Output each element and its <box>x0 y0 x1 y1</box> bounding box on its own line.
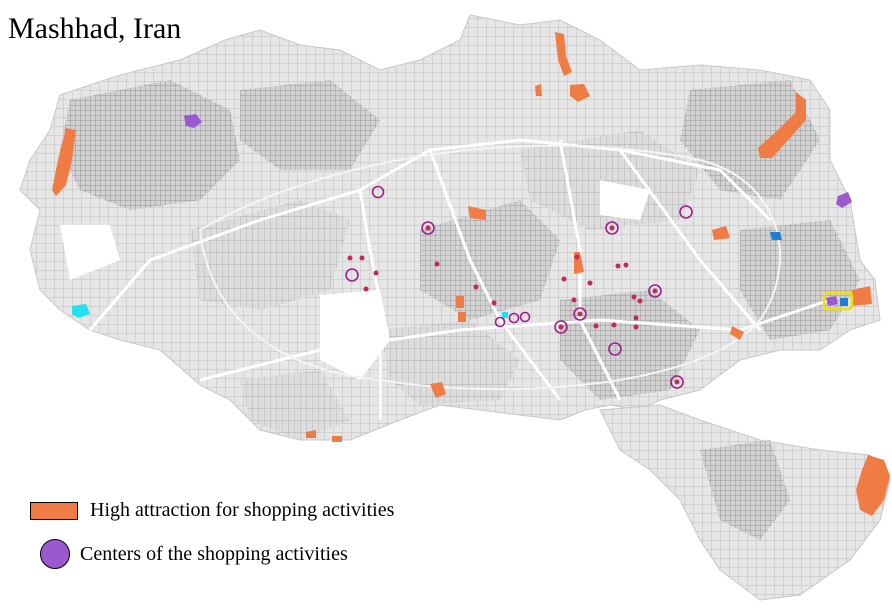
high-attraction-area <box>306 430 316 438</box>
high-attraction-area <box>555 32 572 76</box>
high-attraction-area <box>332 436 342 442</box>
center-point <box>633 315 639 321</box>
center-point <box>363 286 369 292</box>
center-point <box>623 262 629 268</box>
high-attraction-area <box>430 382 446 398</box>
high-attraction-areas <box>52 32 890 516</box>
center-point <box>631 294 637 300</box>
high-attraction-area <box>856 455 890 516</box>
dense-block <box>190 200 350 310</box>
center-point <box>611 322 617 328</box>
center-point <box>561 276 567 282</box>
high-attraction-area <box>468 206 486 220</box>
legend-item-high-attraction: High attraction for shopping activities <box>30 499 394 522</box>
center-ring <box>605 221 619 235</box>
high-attraction-area <box>712 226 730 240</box>
cyan-area <box>502 312 508 318</box>
center-rings <box>345 185 693 389</box>
center-points <box>347 225 680 385</box>
orange-rectangle-icon <box>30 501 78 520</box>
center-point <box>587 280 593 286</box>
center-ring <box>508 312 520 324</box>
center-point <box>593 323 599 329</box>
center-point <box>347 255 353 261</box>
open-space <box>60 225 120 280</box>
high-attraction-area <box>758 92 806 158</box>
high-attraction-area <box>52 128 76 196</box>
center-ring <box>345 268 359 282</box>
center-point <box>577 311 583 317</box>
center-ring <box>554 320 568 334</box>
dense-block <box>520 130 700 230</box>
center-point <box>425 225 431 231</box>
cyan-area <box>72 304 90 318</box>
purple-circle-icon <box>40 539 70 569</box>
center-point <box>558 324 564 330</box>
shopping-center-area <box>826 296 838 306</box>
center-point <box>615 263 621 269</box>
open-space <box>320 290 390 380</box>
high-attraction-area <box>458 312 466 322</box>
center-point <box>571 297 577 303</box>
dense-block <box>240 80 380 170</box>
dense-block <box>60 80 240 210</box>
center-point <box>359 255 365 261</box>
legend-label: High attraction for shopping activities <box>90 499 395 521</box>
shopping-center-area <box>184 114 202 128</box>
center-ring <box>679 205 693 219</box>
center-ring <box>670 375 684 389</box>
high-attraction-area <box>535 84 542 96</box>
dense-block <box>240 370 350 440</box>
center-point <box>373 270 379 276</box>
center-point <box>609 225 615 231</box>
map-title: Mashhad, Iran <box>8 12 182 45</box>
center-point <box>574 254 580 260</box>
high-attraction-area <box>456 296 464 308</box>
center-point <box>637 298 643 304</box>
dense-block <box>380 320 520 405</box>
dense-block <box>700 440 790 540</box>
center-point <box>434 261 440 267</box>
center-point <box>633 324 639 330</box>
ring-road <box>198 144 781 391</box>
yellow-outline <box>822 291 854 311</box>
center-ring <box>573 307 587 321</box>
center-ring <box>519 311 531 323</box>
center-ring <box>648 284 662 298</box>
center-ring <box>494 316 506 328</box>
shopping-center-area <box>836 192 852 208</box>
high-attraction-area <box>730 326 744 340</box>
center-ring <box>608 342 622 356</box>
center-point <box>674 379 680 385</box>
blue-area <box>770 232 782 240</box>
legend-item-centers: Centers of the shopping activities <box>30 539 348 569</box>
center-point <box>473 284 479 290</box>
open-space <box>600 180 650 220</box>
center-ring <box>371 185 385 199</box>
dense-block <box>420 200 560 320</box>
center-point <box>652 288 658 294</box>
dense-block <box>560 290 700 400</box>
high-attraction-area <box>852 286 872 306</box>
blue-area <box>840 298 848 306</box>
center-point <box>491 300 497 306</box>
high-attraction-area <box>570 84 590 102</box>
center-ring <box>421 221 435 235</box>
legend-label: Centers of the shopping activities <box>80 542 348 565</box>
